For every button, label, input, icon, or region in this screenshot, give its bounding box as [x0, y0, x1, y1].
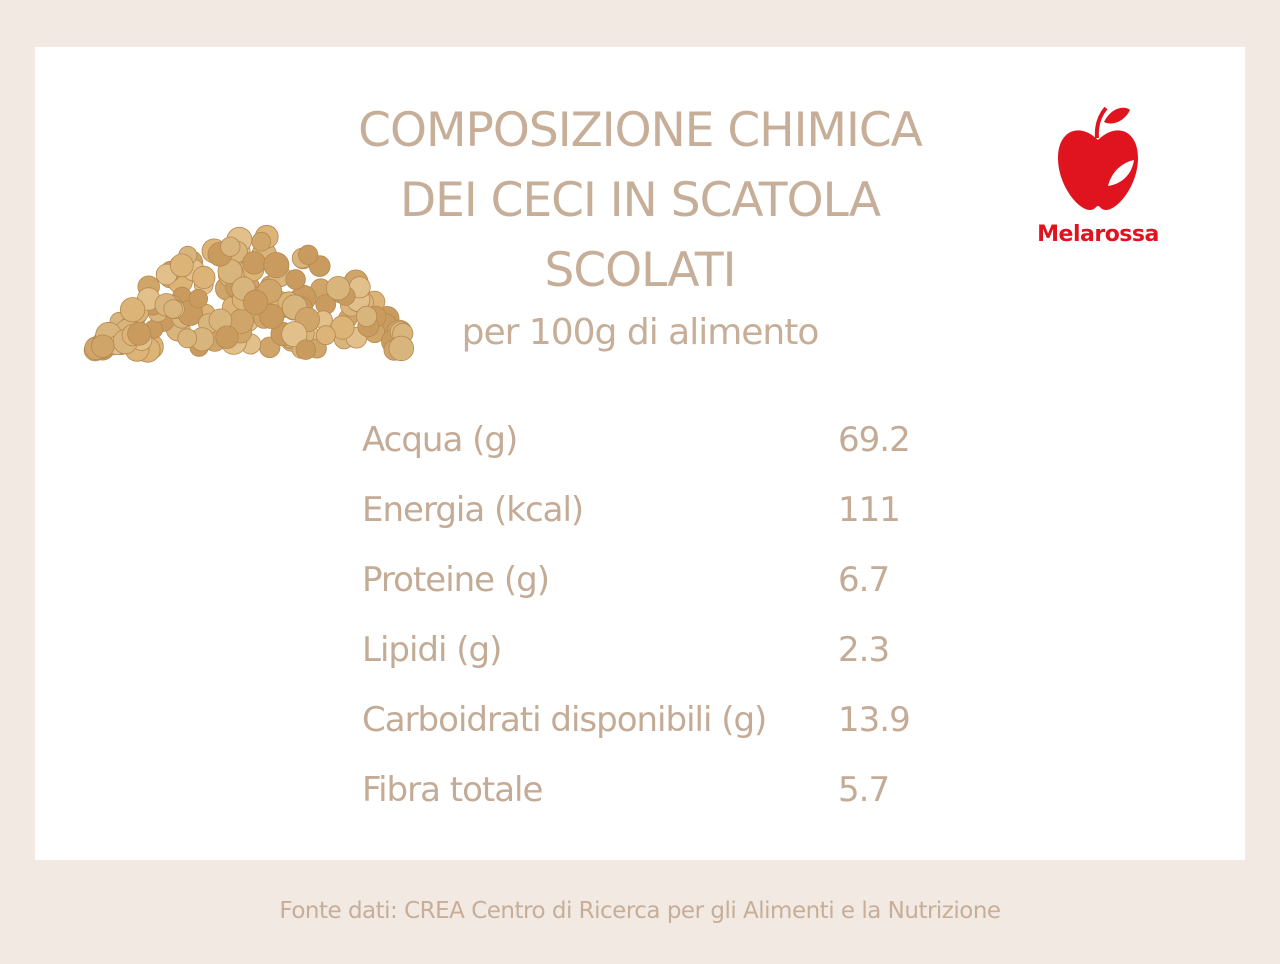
- chickpea: [188, 289, 209, 309]
- chickpea: [243, 289, 269, 315]
- chickpea: [263, 252, 290, 279]
- panel: [35, 47, 1245, 860]
- amount: 5.7: [838, 770, 890, 810]
- chickpea: [127, 321, 152, 346]
- chickpea: [192, 265, 216, 289]
- chickpea: [91, 334, 115, 358]
- table-row: Fibra totale 5.7: [362, 770, 1062, 820]
- source: Fonte dati: CREA Centro di Ricerca per g…: [279, 898, 1001, 924]
- title-line: SCOLATI: [544, 243, 737, 298]
- chickpea: [285, 269, 306, 290]
- chickpea: [298, 244, 319, 265]
- chickpea: [259, 303, 285, 329]
- chickpea: [163, 299, 183, 319]
- chickpea-pile: [83, 224, 415, 363]
- nutrient: Lipidi (g): [362, 630, 502, 670]
- chickpea: [177, 328, 198, 349]
- chickpea: [220, 236, 241, 257]
- chickpea: [295, 339, 317, 360]
- table-row: Lipidi (g) 2.3: [362, 630, 1062, 680]
- table-row: Acqua (g) 69.2: [362, 420, 1062, 470]
- chickpea: [355, 305, 378, 327]
- subtitle: per 100g di alimento: [461, 312, 820, 353]
- table-row: Proteine (g) 6.7: [362, 560, 1062, 610]
- amount: 111: [838, 490, 901, 530]
- nutrient: Energia (kcal): [362, 490, 584, 530]
- title-line: COMPOSIZIONE CHIMICA: [358, 103, 923, 158]
- table-row: Energia (kcal) 111: [362, 490, 1062, 540]
- apple-logo: [1058, 106, 1138, 210]
- chickpea: [169, 253, 194, 278]
- chickpea: [281, 321, 308, 348]
- amount: 69.2: [838, 420, 911, 460]
- chickpea: [251, 231, 272, 252]
- amount: 2.3: [838, 630, 890, 670]
- chickpea: [215, 325, 239, 349]
- amount: 6.7: [838, 560, 890, 600]
- title: COMPOSIZIONE CHIMICA DEI CECI IN SCATOLA…: [0, 96, 1280, 306]
- chickpea: [315, 325, 336, 346]
- title-line: DEI CECI IN SCATOLA: [399, 173, 881, 228]
- nutrient: Acqua (g): [362, 420, 518, 460]
- chickpea: [326, 276, 351, 301]
- table-row: Carboidrati disponibili (g) 13.9: [362, 700, 1062, 750]
- amount: 13.9: [838, 700, 911, 740]
- nutrient: Carboidrati disponibili (g): [362, 700, 767, 740]
- nutrient: Fibra totale: [362, 770, 543, 810]
- chickpea: [120, 297, 146, 323]
- brand: Melarossa: [1037, 222, 1159, 247]
- nutrient: Proteine (g): [362, 560, 550, 600]
- chickpea: [388, 335, 415, 362]
